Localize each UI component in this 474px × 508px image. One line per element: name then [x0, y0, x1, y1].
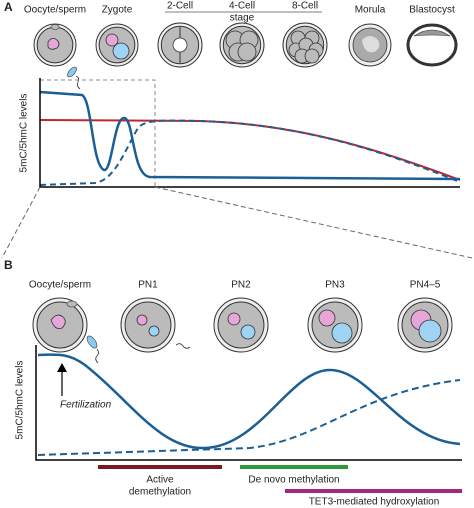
stage-label: Morula: [355, 5, 386, 16]
stage-label: 8-Cell: [292, 1, 318, 12]
curve-dashed: [39, 119, 461, 186]
sperm: [67, 66, 77, 78]
phase-label: demethylation: [129, 487, 191, 498]
blastomere: [237, 42, 257, 62]
panel-label: A: [4, 0, 13, 14]
stage-label: PN4–5: [410, 280, 441, 291]
stage-label: Blastocyst: [409, 5, 455, 16]
pronucleus: [148, 325, 160, 337]
curve-solid: [37, 353, 461, 450]
sperm-tail: [175, 343, 191, 349]
inner-mass: [413, 29, 451, 37]
stage-label: PN3: [325, 280, 345, 291]
pronucleus: [418, 319, 442, 343]
pronucleus: [331, 322, 353, 344]
stage-group-label: stage: [230, 13, 255, 24]
polar-body: [50, 24, 60, 30]
polar-body: [66, 300, 78, 308]
stage-label: PN1: [138, 280, 158, 291]
cell: [311, 301, 359, 349]
curve-red: [39, 119, 461, 181]
y-axis-label: 5mC/5hmC levels: [19, 94, 30, 173]
stage-label: 4-Cell: [229, 1, 255, 12]
pronucleus: [136, 314, 148, 326]
pronucleus: [227, 312, 241, 326]
annotation: Fertilization: [60, 400, 112, 411]
curve-dashed: [37, 379, 461, 456]
phase-label: De novo methylation: [248, 475, 339, 486]
cell: [217, 301, 265, 349]
stage-label: Zygote: [102, 5, 133, 16]
pronucleus: [105, 33, 119, 47]
stage-label: Oocyte/sperm: [29, 280, 91, 291]
y-axis-label: 5mC/5hmC levels: [15, 361, 26, 440]
panel-label: B: [4, 258, 13, 272]
zoom-line: [154, 186, 473, 259]
nucleus: [50, 314, 66, 330]
axes: [35, 345, 462, 461]
embryo-drawings: [32, 22, 458, 364]
zoom-line: [1, 186, 41, 259]
stage-label: 2-Cell: [167, 1, 193, 12]
cell: [172, 37, 188, 53]
stage-label: Oocyte/sperm: [24, 5, 86, 16]
blastomere: [304, 48, 320, 64]
sperm: [86, 335, 98, 349]
zoom-box: [39, 79, 156, 188]
arrow-head: [57, 363, 67, 372]
pronucleus: [318, 309, 336, 327]
phase-label: Active: [146, 475, 174, 486]
pronucleus: [112, 42, 130, 60]
sperm-tail: [95, 348, 99, 364]
inner-mass: [362, 36, 380, 53]
nucleus: [47, 38, 60, 50]
cell: [124, 301, 172, 349]
stage-label: PN2: [231, 280, 251, 291]
curve-solid: [39, 90, 461, 181]
pronucleus: [240, 324, 256, 340]
sperm-tail: [75, 75, 81, 90]
phase-label: TET3-mediated hydroxylation: [309, 497, 440, 508]
